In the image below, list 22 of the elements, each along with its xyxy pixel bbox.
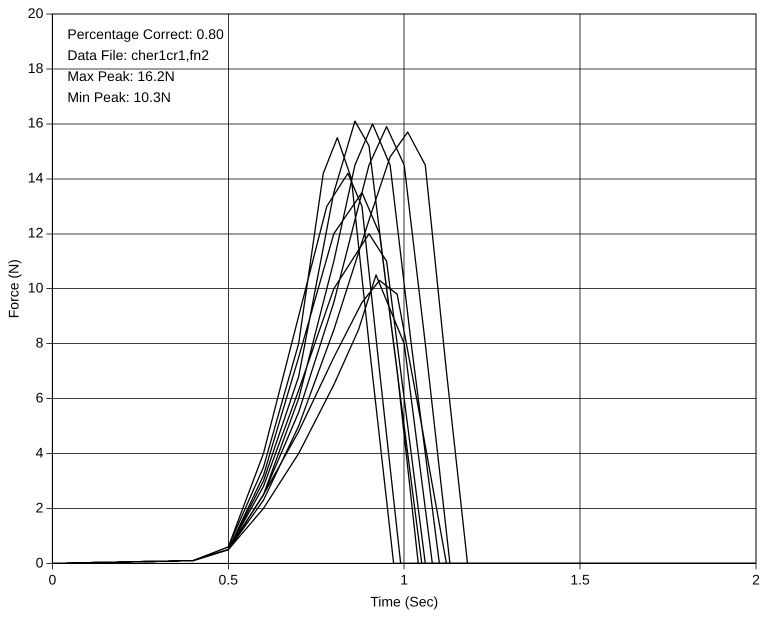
- annotation: Min Peak: 10.3N: [67, 88, 171, 105]
- x-tick-label: 0: [48, 572, 56, 588]
- x-tick-label: 1: [400, 572, 408, 588]
- y-tick-label: 10: [28, 280, 44, 296]
- y-tick-label: 8: [36, 334, 44, 350]
- annotation: Percentage Correct: 0.80: [67, 26, 224, 42]
- y-tick-label: 14: [28, 170, 44, 186]
- x-tick-label: 2: [752, 572, 760, 588]
- y-tick-label: 20: [28, 4, 44, 21]
- y-tick-label: 18: [28, 60, 44, 76]
- x-tick-label: 1.5: [570, 572, 590, 588]
- y-tick-label: 0: [36, 554, 44, 570]
- y-tick-label: 4: [36, 444, 44, 460]
- annotation: Data File: cher1cr1,fn2: [67, 46, 210, 63]
- y-tick-label: 16: [28, 114, 44, 131]
- x-tick-label: 0.5: [218, 572, 238, 588]
- y-tick-label: 6: [36, 389, 44, 406]
- y-tick-label: 2: [36, 499, 44, 516]
- x-axis-title: Time (Sec): [370, 593, 438, 610]
- y-tick-label: 12: [28, 224, 44, 241]
- y-axis-title: Force (N): [5, 259, 22, 318]
- annotation: Max Peak: 16.2N: [67, 68, 175, 84]
